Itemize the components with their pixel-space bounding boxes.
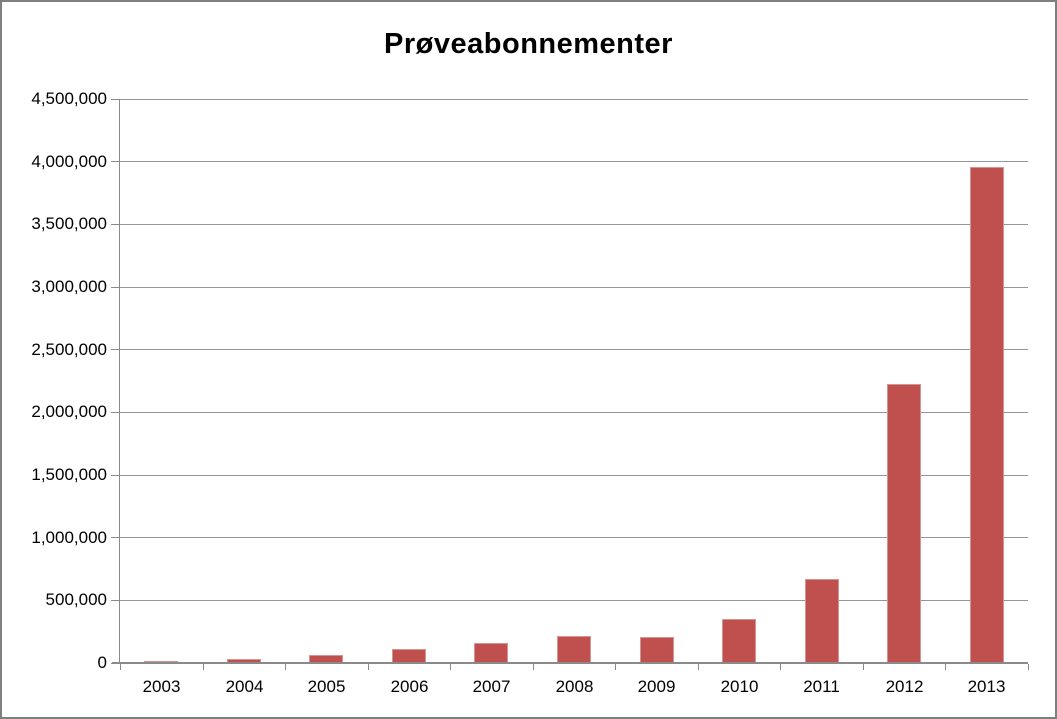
x-tick-label: 2005 [307, 677, 346, 696]
x-tick-label: 2013 [967, 677, 1006, 696]
x-axis-tick [533, 664, 534, 670]
x-axis-tick [120, 664, 121, 670]
y-axis-tick [111, 98, 119, 100]
bar-2004 [227, 659, 261, 662]
x-axis-tick [368, 664, 369, 670]
gridline [120, 349, 1028, 351]
gridline [120, 161, 1028, 163]
y-tick-label: 4,500,000 [31, 89, 107, 108]
x-tick-label: 2011 [803, 677, 840, 696]
y-tick-label: 3,000,000 [31, 277, 107, 296]
x-tick-label: 2007 [472, 677, 511, 696]
y-tick-label: 4,000,000 [31, 151, 107, 171]
y-axis [119, 99, 120, 663]
x-tick-label: 2006 [390, 677, 429, 696]
y-axis-tick [111, 474, 119, 476]
bar-2003 [144, 661, 178, 662]
x-axis-tick [1028, 664, 1029, 670]
y-axis-tick [111, 662, 119, 664]
x-axis-tick [945, 664, 946, 670]
x-axis-tick [285, 664, 286, 670]
gridline [120, 411, 1028, 413]
y-axis-tick [111, 537, 119, 539]
x-axis-tick [698, 664, 699, 670]
y-axis-tick [111, 223, 119, 225]
bar-2012 [887, 384, 921, 662]
y-tick-label: 1,000,000 [31, 527, 107, 547]
chart-title: Prøveabonnementer [384, 28, 673, 60]
bar-2013 [970, 167, 1004, 662]
y-axis-tick [111, 599, 119, 601]
y-tick-label: 1,500,000 [31, 465, 107, 484]
y-axis-tick [111, 349, 119, 351]
x-axis-tick [203, 664, 204, 670]
y-tick-label: 500,000 [45, 590, 107, 610]
bar-2010 [722, 619, 756, 662]
bar-2007 [474, 643, 508, 662]
y-axis-tick [111, 411, 119, 413]
gridline [120, 98, 1028, 100]
bar-2006 [392, 649, 426, 662]
gridline [120, 599, 1028, 601]
bar-2009 [640, 637, 674, 662]
gridline [120, 474, 1028, 476]
gridline [120, 537, 1028, 539]
y-axis-tick [111, 161, 119, 163]
y-tick-label: 0 [97, 653, 107, 672]
x-tick-label: 2012 [885, 677, 924, 696]
x-axis-tick [780, 664, 781, 670]
x-tick-label: 2010 [720, 677, 759, 696]
y-tick-label: 2,000,000 [31, 402, 107, 422]
bar-2008 [557, 636, 591, 662]
x-axis-tick [450, 664, 451, 670]
bar-2011 [805, 579, 839, 662]
y-tick-label: 2,500,000 [31, 339, 107, 359]
plot-area [111, 98, 1029, 670]
x-tick-label: 2003 [142, 677, 181, 696]
y-axis-tick [111, 286, 119, 288]
x-tick-label: 2004 [225, 677, 264, 696]
y-tick-label: 3,500,000 [31, 214, 107, 234]
x-axis-tick [615, 664, 616, 670]
x-tick-label: 2008 [555, 677, 594, 696]
gridline [120, 286, 1028, 288]
x-axis [112, 662, 1028, 664]
gridline [120, 223, 1028, 225]
x-tick-label: 2009 [637, 677, 676, 696]
bar-2005 [309, 655, 343, 662]
x-axis-tick [863, 664, 864, 670]
